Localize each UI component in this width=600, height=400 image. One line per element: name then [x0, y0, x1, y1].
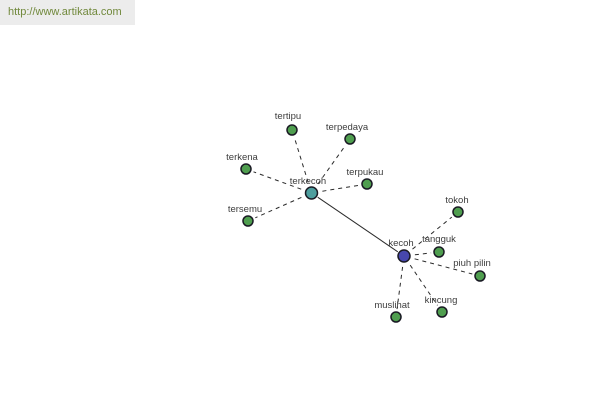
node-label-tangguk[interactable]: tangguk — [422, 234, 456, 245]
edge-terkecoh-terpukau — [322, 184, 360, 192]
node-kecoh[interactable] — [397, 249, 411, 263]
node-muslihat[interactable] — [390, 311, 402, 323]
nodes-layer — [240, 124, 486, 323]
node-label-piuh-pilin[interactable]: piuh pilin — [453, 258, 491, 269]
edge-kecoh-tokoh — [412, 216, 453, 250]
node-label-terpedaya[interactable]: terpedaya — [326, 122, 369, 133]
edge-terkecoh-tersemu — [255, 196, 302, 219]
node-terpukau[interactable] — [361, 178, 373, 190]
edge-kecoh-kincung — [409, 264, 438, 306]
node-label-muslihat[interactable]: muslihat — [374, 300, 410, 311]
edge-kecoh-piuh-pilin — [414, 258, 473, 275]
node-terpedaya[interactable] — [344, 133, 356, 145]
edge-terkecoh-kecoh — [317, 196, 399, 253]
edge-kecoh-tangguk — [414, 252, 432, 256]
edge-terkecoh-terkena — [253, 171, 302, 190]
node-tokoh[interactable] — [452, 206, 464, 218]
node-terkecoh[interactable] — [304, 186, 319, 200]
node-kincung[interactable] — [436, 306, 448, 318]
node-label-terpukau[interactable]: terpukau — [347, 167, 384, 178]
labels-layer: terkecoh kecoh tertipu terpedaya terkena terp… — [226, 111, 491, 311]
node-terkena[interactable] — [240, 163, 252, 175]
node-label-tertipu[interactable]: tertipu — [275, 111, 301, 122]
node-tertipu[interactable] — [286, 124, 298, 136]
node-label-tokoh[interactable]: tokoh — [445, 195, 468, 206]
edges-layer — [253, 137, 473, 310]
node-tangguk[interactable] — [433, 246, 445, 258]
node-label-kecoh[interactable]: kecoh — [388, 238, 413, 249]
node-tersemu[interactable] — [242, 215, 254, 227]
node-label-tersemu[interactable]: tersemu — [228, 204, 262, 215]
node-piuh-pilin[interactable] — [474, 270, 486, 282]
node-label-kincung[interactable]: kincung — [425, 295, 458, 306]
site-url-label: http://www.artikata.com — [0, 0, 135, 25]
node-label-terkena[interactable]: terkena — [226, 152, 258, 163]
edge-kecoh-muslihat — [396, 266, 404, 310]
node-label-terkecoh[interactable]: terkecoh — [290, 176, 326, 187]
